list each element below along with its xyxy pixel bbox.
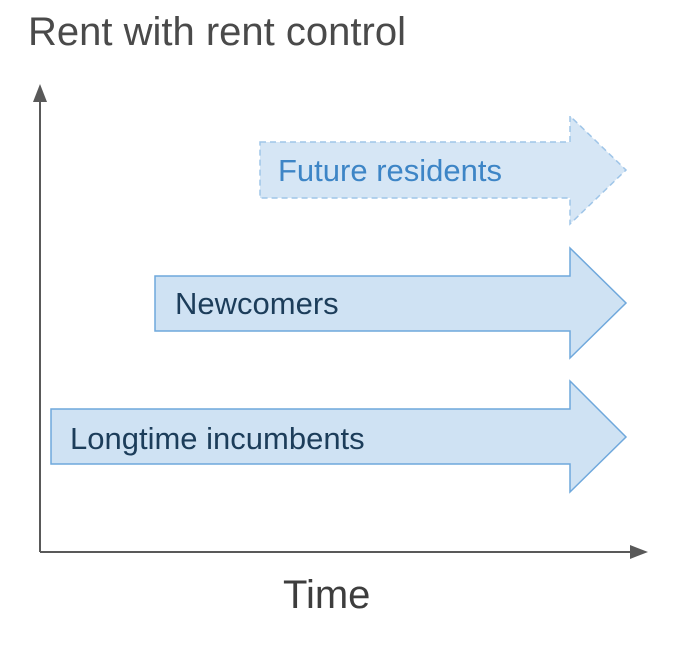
x-axis-arrowhead (630, 545, 648, 559)
y-axis-arrowhead (33, 84, 47, 102)
future-residents-label: Future residents (278, 153, 502, 188)
x-axis-label: Time (283, 573, 371, 617)
longtime-incumbents-label: Longtime incumbents (70, 421, 365, 456)
future-residents-arrow (259, 114, 628, 226)
diagram-title: Rent with rent control (28, 10, 406, 54)
newcomers-label: Newcomers (175, 286, 339, 321)
newcomers-arrow (154, 246, 628, 360)
longtime-incumbents-arrow (50, 379, 628, 494)
